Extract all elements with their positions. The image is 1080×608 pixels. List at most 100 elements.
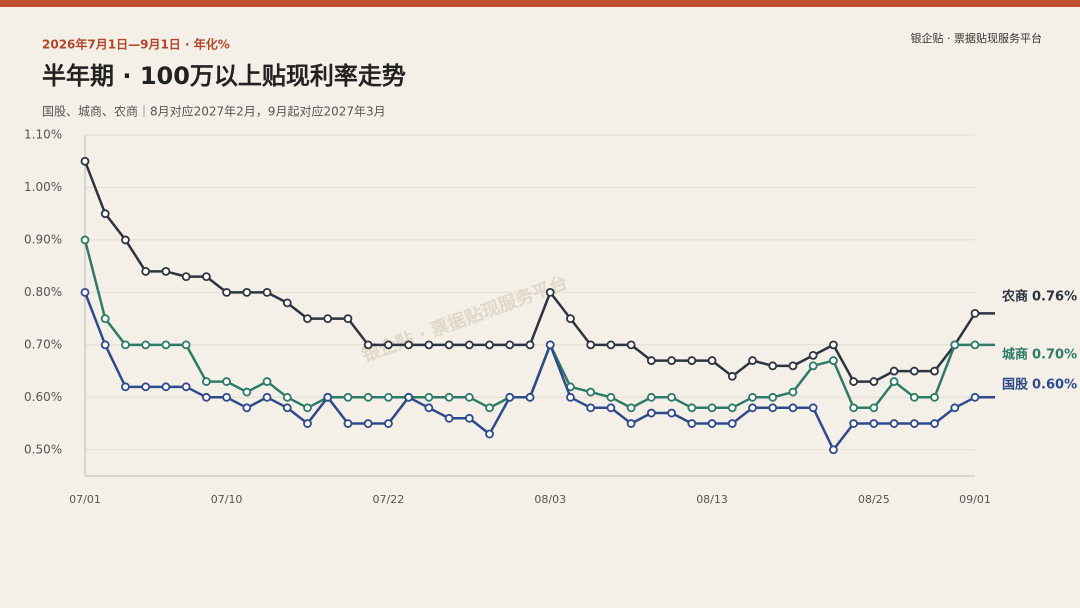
legend-name: 城商 [1002,347,1028,363]
point [606,403,616,413]
point [748,403,757,413]
point [242,287,252,297]
x-tick-label: 08/03 [534,493,566,506]
point [282,392,292,402]
point [100,340,110,350]
end-value-label: 0.60% [1032,378,1077,393]
x-tick-label: 09/01 [959,493,991,506]
point [464,413,474,423]
point [829,356,838,365]
point [849,403,859,413]
point [545,340,555,350]
point [889,419,899,428]
point [424,392,434,402]
point [121,382,130,392]
point [606,340,616,350]
point [889,366,899,376]
point [788,403,798,413]
point [282,403,292,413]
point [970,308,980,318]
point [343,419,353,428]
point [606,392,616,402]
point [262,377,272,386]
point [829,445,838,455]
point [869,403,879,413]
point [748,392,757,402]
point [525,340,535,350]
point [849,377,859,386]
point [950,403,960,413]
point [485,429,494,439]
point [727,419,737,428]
end-value-label: 0.76% [1032,290,1077,305]
point [100,209,110,219]
point [768,403,778,413]
y-tick-label: 1.00% [24,180,62,194]
point [384,419,393,428]
point [282,298,292,308]
point [303,419,312,428]
point [909,366,919,376]
legend-name: 国股 [1002,378,1028,393]
point [424,340,434,350]
point [849,419,859,428]
point [242,387,252,397]
point [485,403,494,413]
point [363,340,373,350]
x-tick-label: 08/13 [696,493,728,506]
point [525,392,535,402]
point [363,392,373,402]
point [909,419,919,428]
point [384,340,393,350]
point [646,356,656,365]
point [323,392,333,402]
point [343,314,353,324]
x-tick-label: 07/22 [373,493,405,506]
point [869,419,879,428]
point [626,340,636,350]
point [464,392,474,402]
point [707,403,717,413]
point [201,392,211,402]
point [444,413,454,423]
point [687,403,697,413]
point [181,382,191,392]
point [788,387,798,397]
point [970,392,980,402]
point [485,340,494,350]
y-tick-label: 0.80% [24,285,62,299]
point [727,371,737,381]
point [707,419,717,428]
point [100,314,110,324]
point [262,287,272,297]
point [201,272,211,282]
point [121,235,130,245]
point [808,403,818,413]
point [404,340,414,350]
point [970,340,980,350]
point [242,403,252,413]
end-value-label: 0.70% [1032,348,1077,363]
point [404,392,414,402]
point [768,361,778,371]
x-tick-label: 08/25 [858,493,890,506]
point [687,419,697,428]
point [161,266,171,276]
point [505,392,515,402]
point [141,382,151,392]
point [667,356,676,365]
point [808,361,818,371]
brand: 银企贴 · 票据贴现服务平台 [911,31,1043,45]
point [748,356,757,365]
point [80,287,90,297]
point [687,356,697,365]
point [909,392,919,402]
point [222,377,231,386]
point [626,419,636,428]
legend-name: 农商 [1001,289,1028,305]
point [626,403,636,413]
top-bar [0,0,1080,7]
